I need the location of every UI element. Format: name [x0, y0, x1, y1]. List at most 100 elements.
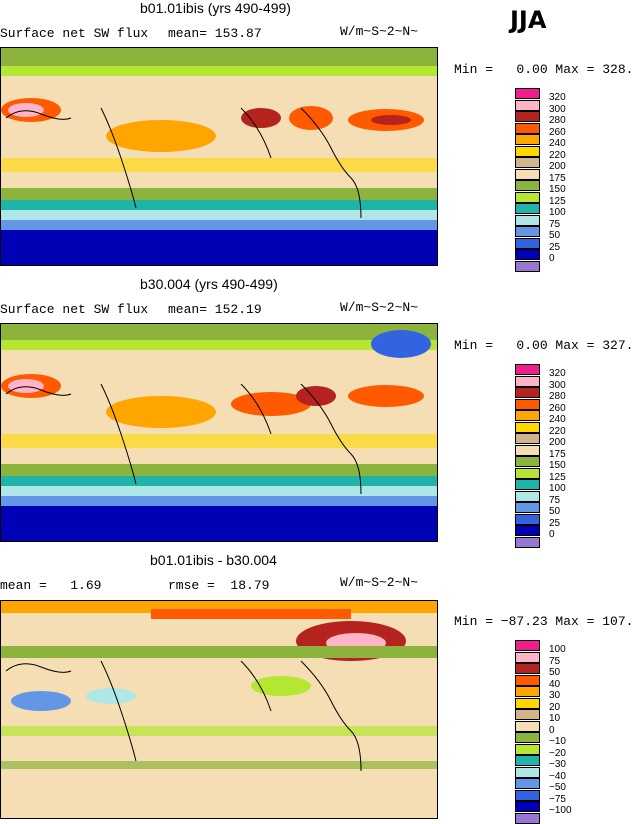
legend-swatch: [515, 168, 540, 180]
legend-swatch: [515, 237, 540, 249]
legend-level-label: 40: [549, 678, 561, 690]
legend-level-label: 10: [549, 713, 561, 724]
legend-swatch: [515, 674, 540, 686]
panel-3-title: b01.01ibis - b30.004: [150, 552, 277, 568]
legend-swatch: [515, 203, 540, 214]
legend-swatch: [515, 444, 540, 456]
panel-1-field-label: Surface net SW flux: [0, 26, 149, 41]
legend-level-label: 50: [549, 230, 561, 241]
legend-level-label: 100: [549, 644, 566, 655]
legend-swatch: [515, 88, 540, 99]
legend-swatch: [515, 525, 540, 536]
legend-level-label: 300: [549, 379, 566, 391]
legend-swatch: [515, 640, 540, 651]
legend-level-label: 125: [549, 471, 566, 483]
legend-level-label: 100: [549, 483, 566, 494]
legend-swatch: [515, 421, 540, 433]
legend-swatch: [515, 122, 540, 134]
legend-swatch: [515, 398, 540, 410]
panel-1-units: W/m~S~2~N~: [340, 24, 419, 39]
legend-swatch: [515, 801, 540, 812]
legend-swatch: [515, 387, 540, 398]
panel-1-mean: mean= 153.87: [168, 26, 262, 41]
legend-level-label: 75: [549, 655, 561, 667]
legend-level-label: 0: [549, 724, 555, 736]
legend-swatch: [515, 513, 540, 525]
legend-level-label: −10: [549, 736, 566, 747]
legend-level-label: 25: [549, 517, 561, 529]
panel-3-mean: mean = 1.69: [0, 578, 102, 593]
panel-3-units: W/m~S~2~N~: [340, 575, 419, 590]
legend-level-label: 175: [549, 172, 566, 184]
legend-swatch: [515, 651, 540, 663]
legend-swatch: [515, 433, 540, 444]
panel-2-mean: mean= 152.19: [168, 302, 262, 317]
legend-swatch: [515, 180, 540, 191]
legend-swatch: [515, 686, 540, 697]
panel-2-field-label: Surface net SW flux: [0, 302, 149, 317]
legend-level-label: −30: [549, 759, 566, 770]
legend-level-label: 280: [549, 115, 566, 126]
legend-swatch: [515, 709, 540, 720]
legend-level-label: 200: [549, 161, 566, 172]
legend-swatch: [515, 479, 540, 490]
legend-swatch: [515, 134, 540, 145]
legend-swatch: [515, 191, 540, 203]
legend-level-label: 150: [549, 460, 566, 471]
panel-2-map: [0, 323, 438, 542]
legend-level-label: 125: [549, 195, 566, 207]
legend-swatch: [515, 490, 540, 502]
legend-swatch: [515, 789, 540, 801]
legend-swatch: [515, 260, 540, 272]
legend-swatch: [515, 467, 540, 479]
legend-level-label: 300: [549, 103, 566, 115]
legend-level-label: 0: [549, 253, 555, 264]
legend-level-label: 50: [549, 506, 561, 517]
legend-level-label: 220: [549, 425, 566, 437]
legend-swatch: [515, 663, 540, 674]
legend-swatch: [515, 364, 540, 375]
panel-3-minmax: Min = −87.23 Max = 107.53: [454, 614, 634, 629]
legend-swatch: [515, 375, 540, 387]
panel-3-map: [0, 600, 438, 819]
legend-level-label: 200: [549, 437, 566, 448]
legend-swatch: [515, 214, 540, 226]
legend-level-label: 75: [549, 494, 561, 506]
legend-level-label: −100: [549, 805, 572, 816]
legend-swatch: [515, 226, 540, 237]
legend-swatch: [515, 456, 540, 467]
legend-swatch: [515, 778, 540, 789]
legend-level-label: 240: [549, 414, 566, 425]
panel-1-title: b01.01ibis (yrs 490-499): [140, 0, 291, 16]
legend-swatch: [515, 755, 540, 766]
legend-swatch: [515, 145, 540, 157]
legend-level-label: 100: [549, 207, 566, 218]
panel-2-units: W/m~S~2~N~: [340, 300, 419, 315]
legend-swatch: [515, 410, 540, 421]
legend-level-label: 0: [549, 529, 555, 540]
legend-swatch: [515, 732, 540, 743]
panel-1-minmax: Min = 0.00 Max = 328.58: [454, 62, 634, 77]
legend-level-label: 260: [549, 126, 566, 138]
legend-swatch: [515, 249, 540, 260]
legend-level-label: 320: [549, 368, 566, 379]
legend-level-label: 260: [549, 402, 566, 414]
legend-swatch: [515, 697, 540, 709]
legend-swatch: [515, 536, 540, 548]
panel-3-rmse: rmse = 18.79: [168, 578, 270, 593]
legend-level-label: 280: [549, 391, 566, 402]
legend-swatch: [515, 99, 540, 111]
legend-level-label: 240: [549, 138, 566, 149]
season-label: JJA: [510, 6, 547, 34]
legend-level-label: 175: [549, 448, 566, 460]
legend-level-label: 220: [549, 149, 566, 161]
legend-swatch: [515, 157, 540, 168]
panel-2-title: b30.004 (yrs 490-499): [140, 276, 278, 292]
legend-level-label: 25: [549, 241, 561, 253]
panel-1-map: [0, 47, 438, 266]
legend-level-label: 50: [549, 667, 561, 678]
legend-level-label: −40: [549, 770, 566, 782]
legend-swatch: [515, 720, 540, 732]
legend-level-label: 150: [549, 184, 566, 195]
legend-swatch: [515, 766, 540, 778]
